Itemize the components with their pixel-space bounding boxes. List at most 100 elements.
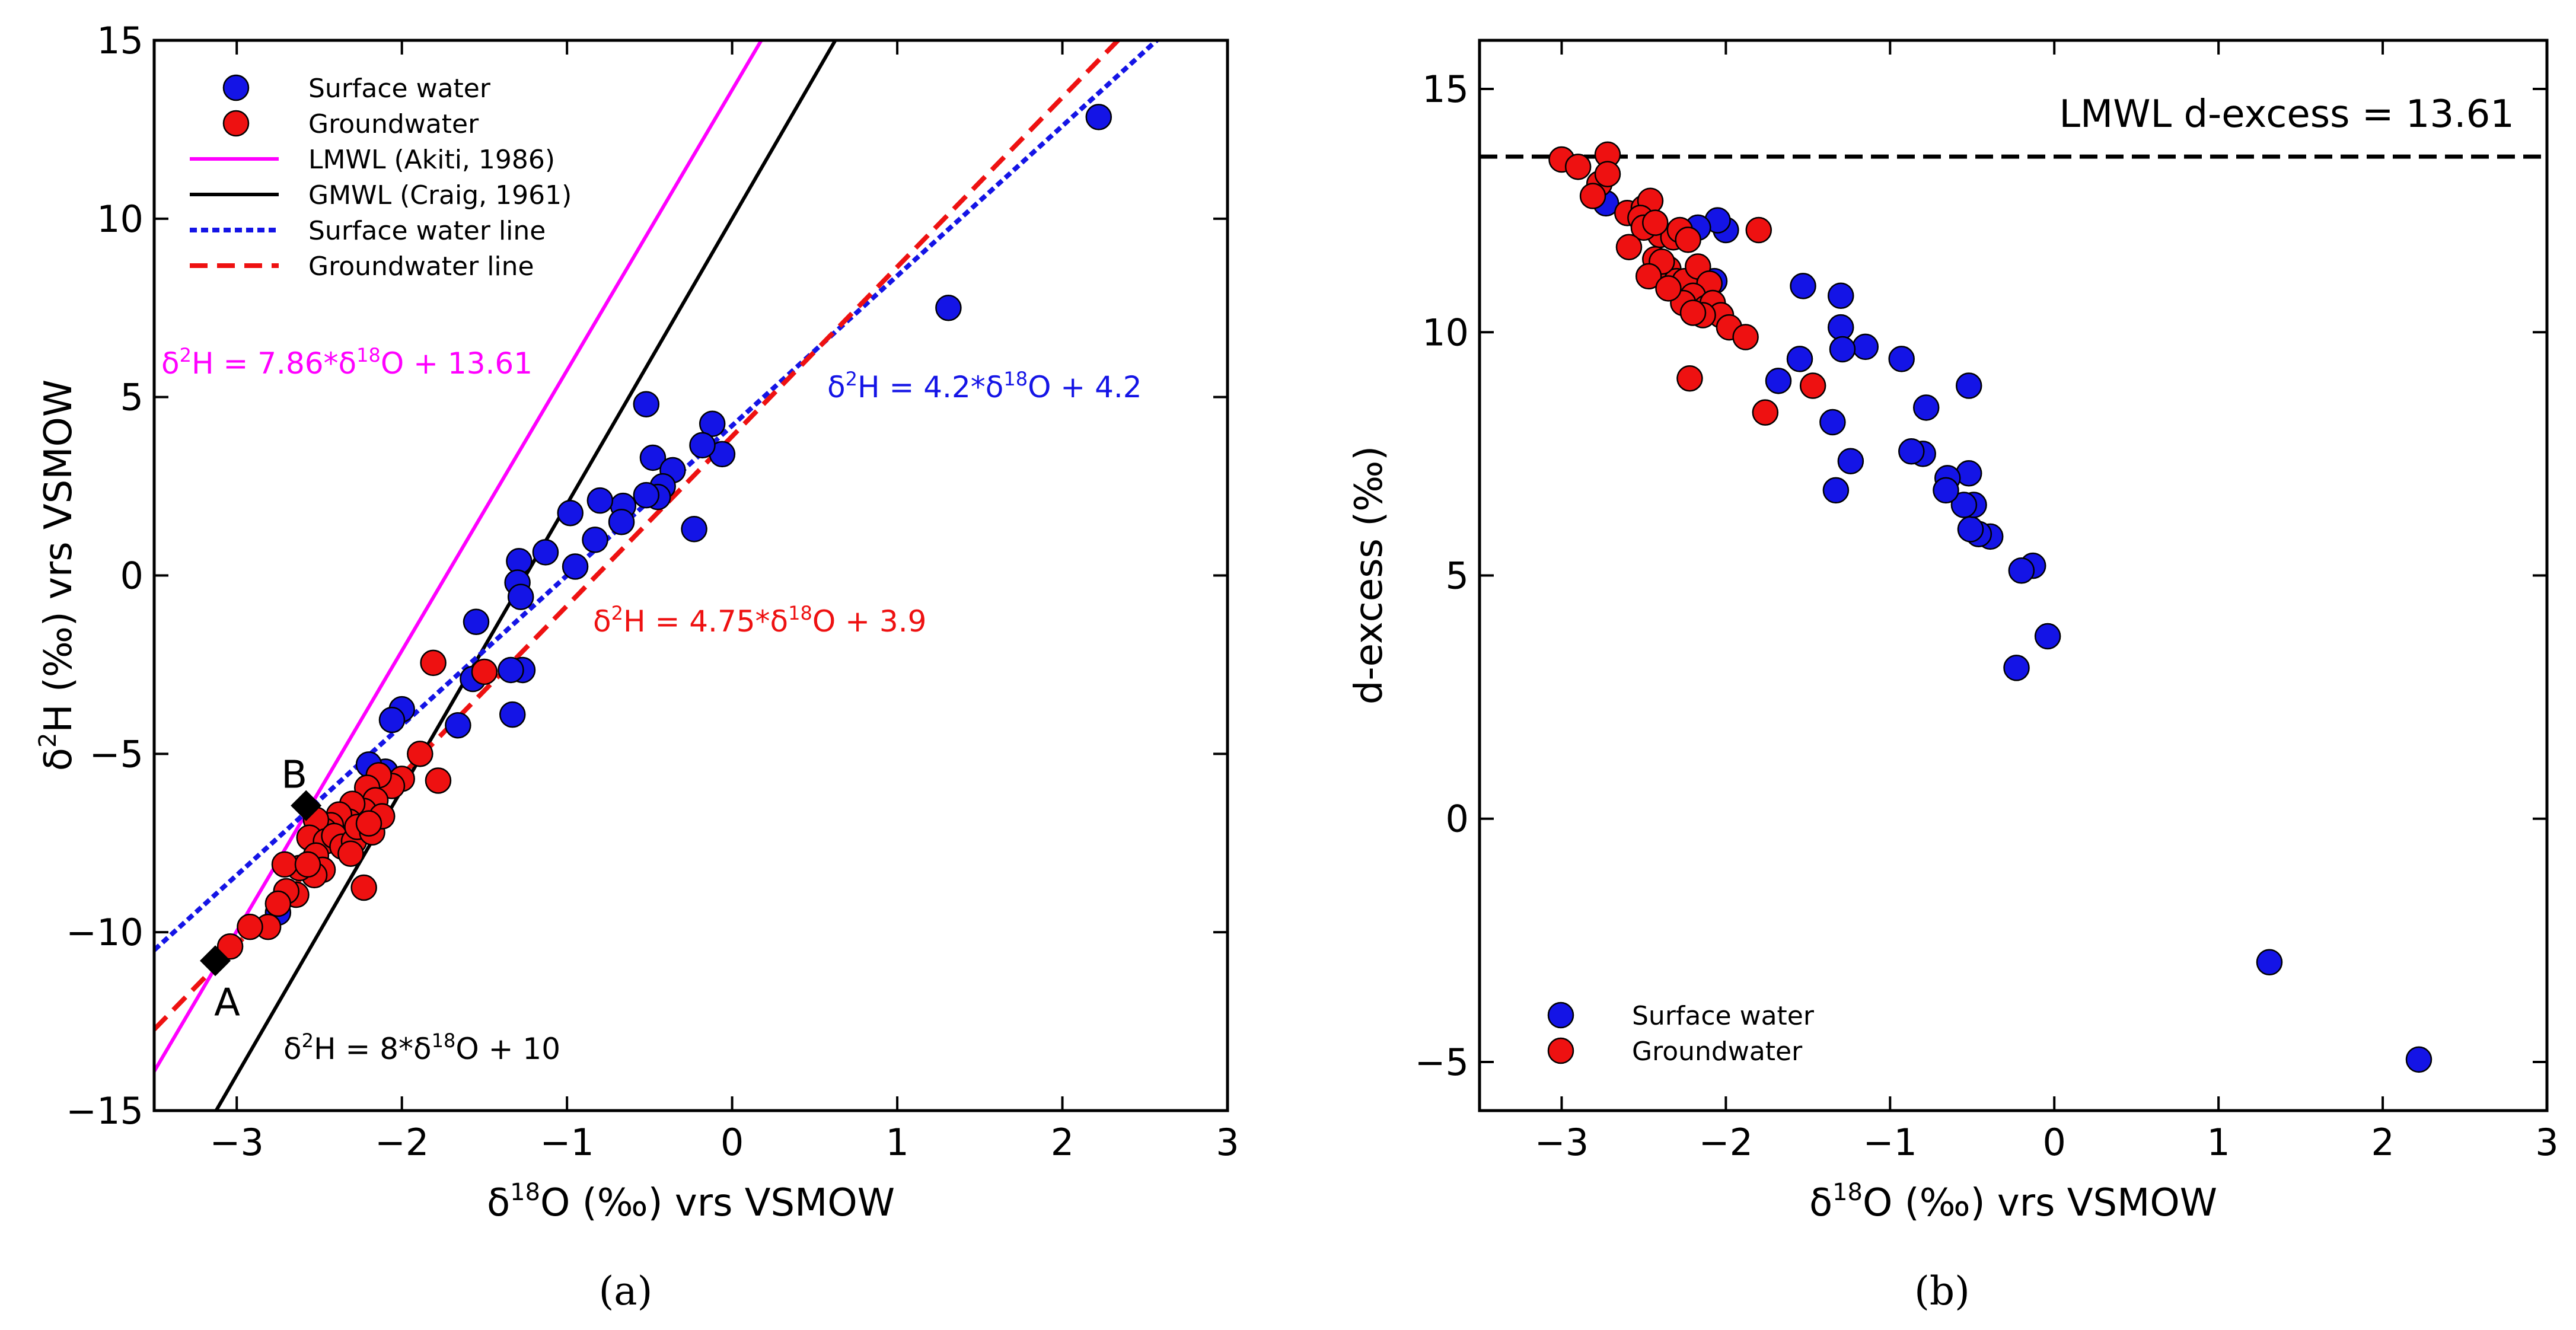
groundwater-point	[1635, 263, 1662, 290]
legend-b-surface-marker	[1547, 1002, 1574, 1029]
y-tick-label: 5	[1446, 554, 1469, 598]
groundwater-point	[271, 851, 298, 878]
groundwater-point	[420, 649, 447, 677]
x-tick-label: 3	[1216, 1121, 1239, 1164]
groundwater-point	[1675, 227, 1701, 253]
surface-water-point	[633, 391, 660, 417]
surface-water-point	[2034, 623, 2061, 650]
groundwater-point	[1745, 216, 1772, 244]
y-tick-label: −10	[66, 911, 144, 954]
x-tick-label: 2	[2371, 1121, 2394, 1164]
y-tick-label: 10	[97, 197, 144, 241]
surface-water-point	[1955, 372, 1982, 399]
surface-water-point	[2008, 557, 2035, 584]
surface-water-point	[1085, 104, 1112, 130]
y-tick-label: 0	[1446, 798, 1469, 841]
panel-a-x-axis-label: δ18O (‰) vrs VSMOW	[487, 1179, 895, 1225]
surface-water-point	[498, 656, 524, 684]
x-tick-label: 1	[885, 1121, 908, 1164]
groundwater-point	[1799, 372, 1826, 399]
legend-surface-marker	[222, 74, 250, 101]
panel-b-y-axis-label: d-excess (‰)	[1347, 446, 1391, 704]
surface-water-point	[699, 410, 726, 438]
panel-a-markers: AB	[200, 754, 322, 1025]
end-member-a-marker	[200, 945, 231, 977]
groundwater-point	[1676, 365, 1703, 392]
surface-water-point	[1827, 314, 1854, 341]
x-tick-label: −3	[1535, 1121, 1589, 1164]
y-tick-label: 15	[1422, 68, 1469, 111]
end-member-a-label: A	[214, 981, 240, 1025]
panel-b-points	[1548, 141, 2432, 1073]
groundwater-point	[1655, 275, 1682, 302]
surface-water-point	[633, 481, 660, 509]
legend-ground-label: Groundwater	[308, 109, 479, 139]
surface-water-point	[935, 295, 962, 321]
surface-water-point	[608, 509, 635, 535]
groundwater-point	[1579, 183, 1606, 209]
surface-water-point	[1790, 273, 1816, 299]
surface-water-point	[2405, 1046, 2432, 1073]
y-tick-label: 0	[120, 554, 144, 598]
groundwater-point	[1564, 154, 1592, 180]
y-tick-label: −15	[66, 1089, 144, 1133]
surface-water-point	[507, 583, 534, 610]
groundwater-point	[264, 890, 292, 917]
panel-b-x-axis-label: δ18O (‰) vrs VSMOW	[1809, 1179, 2217, 1225]
x-tick-label: 3	[2535, 1121, 2558, 1164]
x-tick-label: −2	[375, 1121, 429, 1164]
surface-water-point	[1822, 477, 1850, 504]
panel-a-y-axis-label: δ2H (‰) vrs VSMOW	[34, 379, 81, 771]
x-tick-label: 1	[2207, 1121, 2230, 1164]
regression-line	[154, 40, 764, 1073]
surface-water-point	[499, 701, 526, 728]
surface-water-point	[1827, 282, 1854, 309]
groundwater-point	[1594, 161, 1621, 187]
surface-water-point	[1765, 368, 1792, 394]
legend-gmwl-label: GMWL (Craig, 1961)	[308, 180, 572, 210]
y-tick-label: −5	[1415, 1041, 1469, 1084]
groundwater-point	[237, 913, 263, 940]
surface-water-point	[1819, 409, 1846, 436]
surface-water-point	[1950, 492, 1978, 518]
x-tick-label: −1	[540, 1121, 594, 1164]
surface-water-point	[689, 432, 716, 459]
surface-water-point	[562, 553, 589, 580]
groundwater-line-equation: δ2H = 4.75*δ18O + 3.9	[593, 602, 926, 639]
panel-a-points	[216, 104, 1112, 960]
surface-water-point	[445, 712, 471, 739]
surface-water-point	[1888, 346, 1915, 372]
surface-water-point	[1933, 477, 1959, 504]
panel-b-chart: −3 −2 −1 0 1 2 3 −5 0 5 10 15 LMWL d-excess = 13.61…	[1347, 39, 2559, 1314]
lmwl-dexcess-label: LMWL d-excess = 13.61	[2059, 93, 2514, 136]
groundwater-point	[216, 933, 244, 960]
panel-b-legend: Surface water Groundwater	[1547, 1001, 1815, 1067]
panel-b-label: (b)	[1914, 1268, 1970, 1314]
end-member-b-label: B	[281, 754, 307, 798]
gmwl-equation: δ2H = 8*δ18O + 10	[283, 1029, 560, 1066]
groundwater-point	[294, 851, 321, 878]
surface-water-point	[1829, 336, 1856, 363]
groundwater-point	[1615, 234, 1643, 260]
surface-line-equation: δ2H = 4.2*δ18O + 4.2	[827, 368, 1142, 404]
x-tick-label: −2	[1699, 1121, 1753, 1164]
surface-water-point	[1852, 333, 1879, 361]
y-tick-label: 15	[97, 19, 144, 62]
surface-water-point	[639, 444, 667, 471]
legend-lmwl-label: LMWL (Akiti, 1986)	[308, 145, 555, 175]
legend-b-ground-label: Groundwater	[1632, 1036, 1803, 1067]
groundwater-point	[1732, 324, 1759, 350]
lmwl-equation: δ2H = 7.86*δ18O + 13.61	[161, 344, 533, 381]
groundwater-point	[1752, 399, 1779, 426]
legend-surface-label: Surface water	[308, 74, 491, 104]
groundwater-point	[407, 741, 433, 767]
panel-a-legend: Surface water Groundwater LMWL (Akiti, 1…	[190, 74, 572, 282]
groundwater-point	[350, 874, 377, 901]
x-tick-label: 2	[1051, 1121, 1074, 1164]
legend-b-surface-label: Surface water	[1632, 1001, 1815, 1031]
legend-b-ground-marker	[1547, 1037, 1574, 1064]
legend-ground-marker	[222, 110, 250, 137]
